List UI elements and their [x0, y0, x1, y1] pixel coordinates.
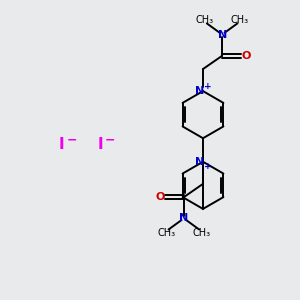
- Text: CH₃: CH₃: [195, 15, 214, 25]
- Text: −: −: [67, 133, 77, 146]
- Text: CH₃: CH₃: [193, 228, 211, 238]
- Text: +: +: [204, 162, 211, 171]
- Text: I: I: [59, 136, 64, 152]
- Text: CH₃: CH₃: [157, 228, 175, 238]
- Text: N: N: [194, 86, 204, 96]
- Text: −: −: [105, 133, 116, 146]
- Text: O: O: [241, 51, 251, 61]
- Text: CH₃: CH₃: [231, 15, 249, 25]
- Text: O: O: [155, 192, 165, 202]
- Text: +: +: [204, 82, 211, 91]
- Text: N: N: [179, 213, 188, 223]
- Text: I: I: [97, 136, 103, 152]
- Text: N: N: [218, 30, 227, 40]
- Text: N: N: [194, 157, 204, 167]
